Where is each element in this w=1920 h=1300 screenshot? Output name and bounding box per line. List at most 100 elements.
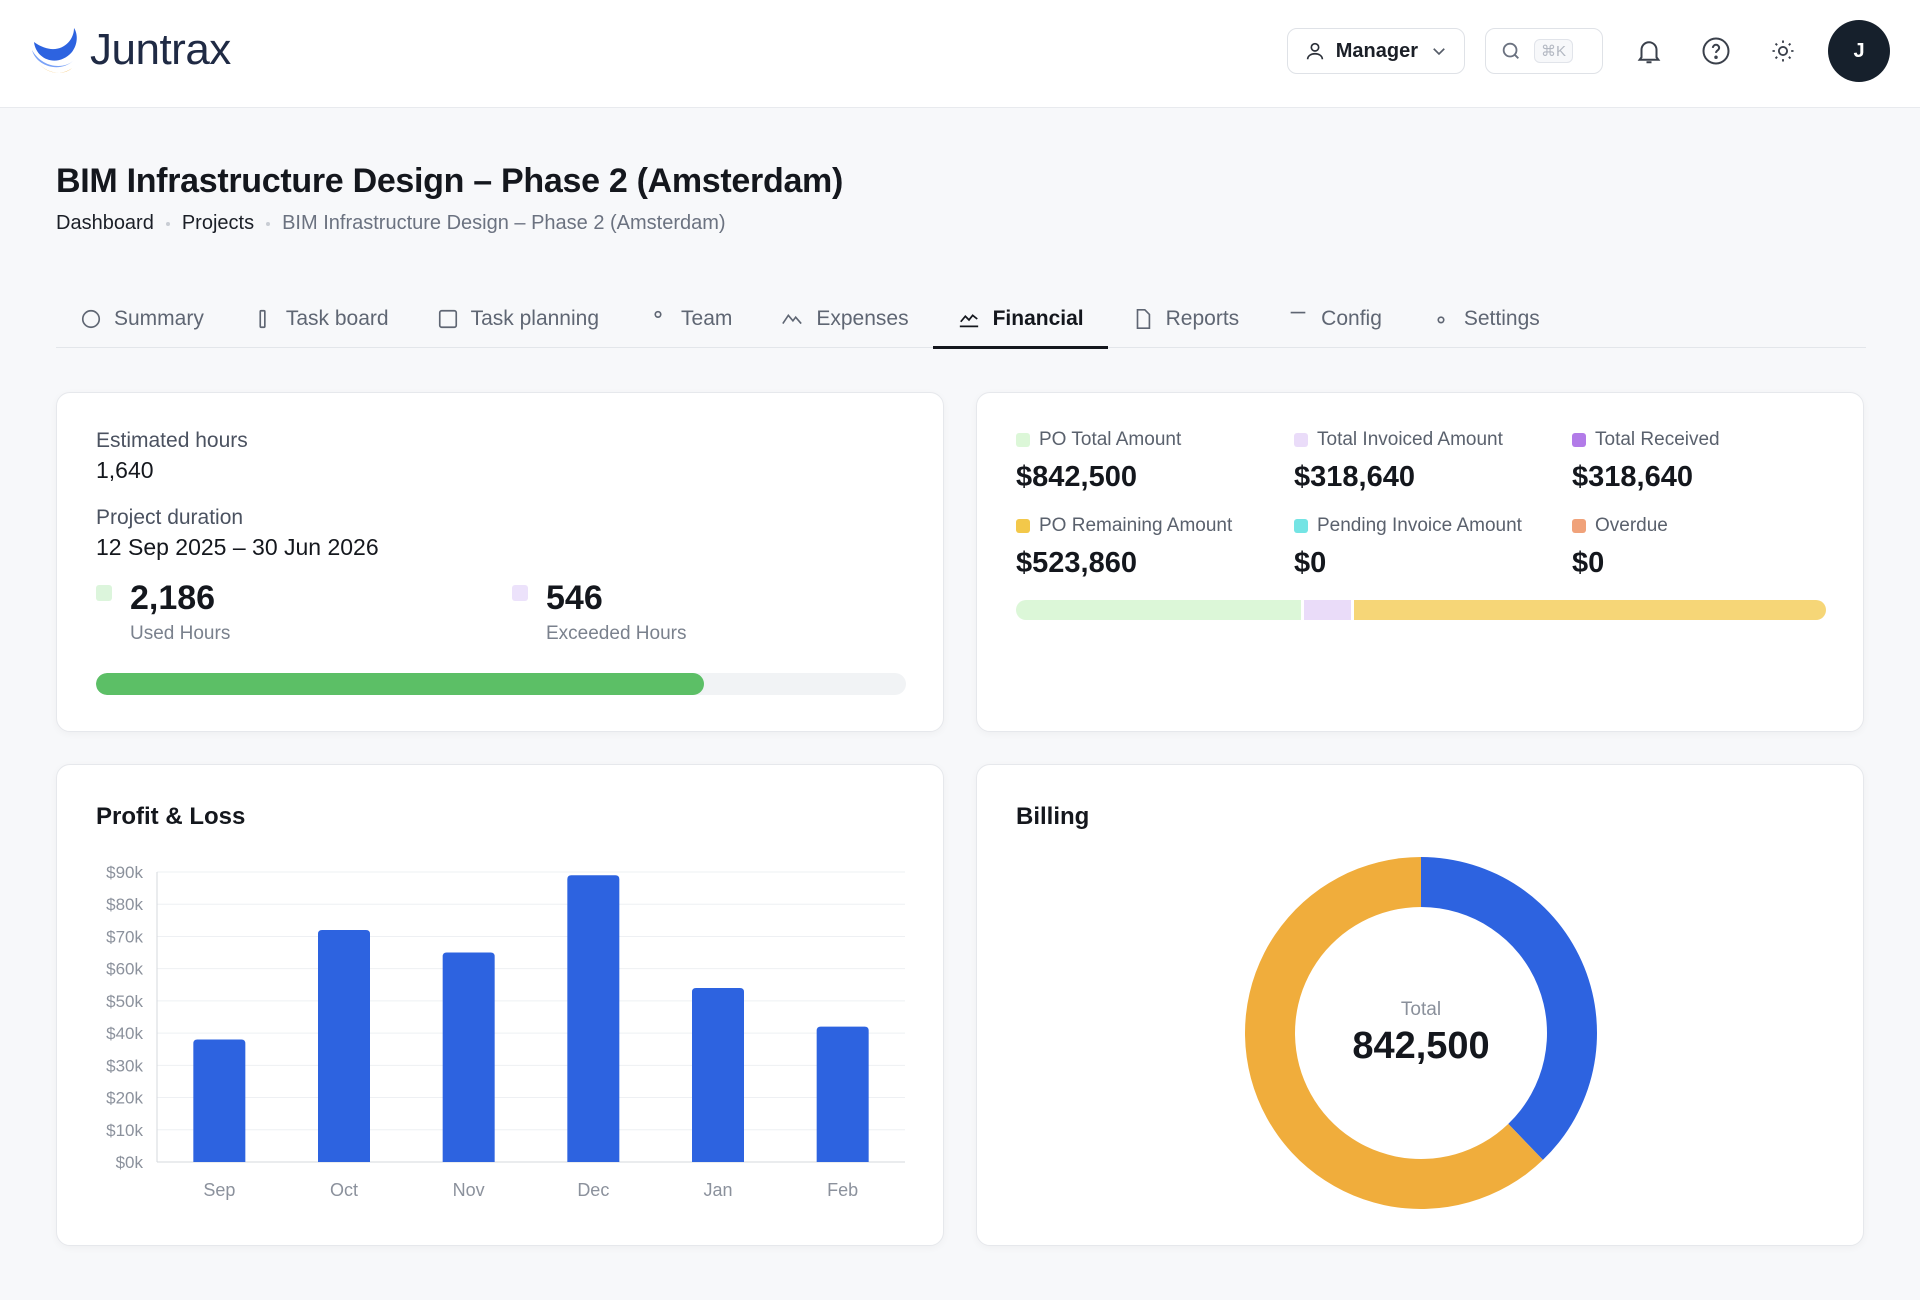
role-label: Manager — [1335, 39, 1418, 62]
breadcrumb: Dashboard Projects BIM Infrastructure De… — [56, 212, 726, 235]
y-tick-label: $40k — [106, 1024, 143, 1043]
user-icon — [1306, 42, 1323, 60]
po-stat-item: Overdue $0 — [1572, 515, 1668, 580]
y-tick-label: $80k — [106, 895, 143, 914]
po-stat-label: Total Received — [1572, 429, 1720, 451]
tab-summary[interactable]: Summary — [56, 290, 228, 348]
y-tick-label: $30k — [106, 1056, 143, 1075]
hours-progress-fill — [96, 673, 704, 695]
used-hours-swatch — [96, 585, 112, 601]
x-tick-label: Dec — [577, 1180, 609, 1200]
po-stat-item: Total Received $318,640 — [1572, 429, 1720, 494]
po-stat-amount: $318,640 — [1572, 461, 1693, 493]
po-stat-label: PO Total Amount — [1016, 429, 1181, 451]
po-stat-item: PO Total Amount $842,500 — [1016, 429, 1181, 494]
tab-label: Financial — [992, 307, 1084, 330]
po-stat-label-text: PO Remaining Amount — [1039, 515, 1233, 536]
brand-name: Juntrax — [90, 25, 231, 74]
bar-jan[interactable] — [692, 988, 744, 1162]
bar-oct[interactable] — [318, 930, 370, 1162]
help-button[interactable] — [1694, 29, 1738, 73]
bar-sep[interactable] — [193, 1039, 246, 1162]
breadcrumb-dashboard[interactable]: Dashboard — [56, 212, 154, 234]
po-stat-label-text: PO Total Amount — [1039, 429, 1182, 450]
used-hours-label: Used Hours — [130, 623, 231, 644]
dot-icon — [1437, 316, 1445, 324]
legend-swatch — [1294, 519, 1308, 533]
po-stacked-bar — [1016, 600, 1826, 620]
y-tick-label: $50k — [106, 992, 143, 1011]
tab-financial[interactable]: Financial — [932, 290, 1108, 349]
project-duration-label: Project duration — [96, 506, 244, 529]
breadcrumb-current: BIM Infrastructure Design – Phase 2 (Ams… — [282, 212, 726, 234]
page-title: BIM Infrastructure Design – Phase 2 (Ams… — [56, 162, 844, 200]
chart-line-icon — [959, 314, 978, 328]
po-stat-label-text: Pending Invoice Amount — [1317, 515, 1522, 536]
tab-label: Expenses — [816, 307, 909, 330]
x-tick-label: Sep — [203, 1180, 235, 1200]
y-tick-label: $60k — [106, 960, 143, 979]
donut-slice-2[interactable] — [1245, 857, 1543, 1209]
logo[interactable]: Juntrax — [28, 22, 231, 78]
tab-team[interactable]: Team — [623, 290, 756, 348]
y-tick-label: $90k — [106, 863, 143, 882]
po-bar-segment — [1304, 600, 1352, 620]
po-stat-label-text: Total Invoiced Amount — [1317, 429, 1503, 450]
tab-label: Reports — [1165, 307, 1240, 330]
search-button[interactable]: ⌘K — [1485, 28, 1603, 74]
help-icon — [1702, 37, 1730, 65]
tab-task-planning[interactable]: Task planning — [413, 290, 623, 348]
tab-expenses[interactable]: Expenses — [756, 290, 932, 348]
top-bar: Juntrax Manager ⌘K J — [0, 0, 1920, 108]
bar-icon — [259, 309, 266, 329]
donut-total-value: 842,500 — [1352, 1025, 1490, 1067]
x-tick-label: Nov — [453, 1180, 485, 1200]
donut-slice-1[interactable] — [1421, 857, 1597, 1160]
tab-config[interactable]: Config — [1263, 290, 1406, 348]
billing-donut-chart — [1245, 857, 1597, 1209]
trend-icon — [782, 313, 803, 325]
po-bar-segment — [1016, 600, 1302, 620]
square-icon — [438, 309, 457, 329]
po-stat-item: PO Remaining Amount $523,860 — [1016, 515, 1232, 580]
billing-card: Billing Total 842,500 — [976, 764, 1864, 1246]
project-duration-value: 12 Sep 2025 – 30 Jun 2026 — [96, 534, 379, 560]
notifications-button[interactable] — [1627, 29, 1671, 73]
juntrax-logo-icon — [32, 28, 77, 73]
tab-label: Task planning — [470, 307, 600, 330]
role-selector[interactable]: Manager — [1286, 28, 1465, 74]
chevron-down-icon — [1433, 48, 1445, 56]
bell-icon — [1637, 41, 1661, 64]
legend-swatch — [1572, 433, 1586, 447]
theme-toggle[interactable] — [1761, 29, 1805, 73]
document-icon — [1136, 309, 1150, 329]
x-tick-label: Jan — [703, 1180, 732, 1200]
profit-loss-chart: $0k $10k $20k $30k $40k $50k $60k $70k $80k $90k S… — [106, 863, 905, 1200]
estimated-hours-label: Estimated hours — [96, 429, 248, 452]
exceeded-hours-label: Exceeded Hours — [546, 623, 687, 644]
legend-swatch — [1016, 519, 1030, 533]
bar-dec[interactable] — [567, 875, 620, 1162]
dot-icon — [654, 310, 662, 318]
bar-feb[interactable] — [816, 1026, 869, 1162]
tab-label: Team — [681, 307, 733, 330]
bar-nov[interactable] — [442, 952, 495, 1162]
tab-label: Task board — [285, 307, 389, 330]
shortcut-hint: ⌘K — [1534, 39, 1574, 63]
x-tick-label: Feb — [827, 1180, 858, 1200]
breadcrumb-projects[interactable]: Projects — [181, 212, 255, 234]
po-stat-amount: $523,860 — [1016, 547, 1137, 579]
y-tick-label: $70k — [106, 927, 143, 946]
profit-loss-card: Profit & Loss $0k $10k $20k $30k $40k $50k $60… — [56, 764, 944, 1246]
tab-reports[interactable]: Reports — [1108, 290, 1264, 348]
project-duration: Project duration 12 Sep 2025 – 30 Jun 20… — [96, 506, 379, 561]
hours-progress-track — [96, 673, 906, 695]
avatar[interactable]: J — [1828, 20, 1890, 82]
y-tick-label: $0k — [116, 1153, 144, 1172]
tab-task-board[interactable]: Task board — [228, 290, 413, 348]
tab-settings[interactable]: Settings — [1406, 290, 1564, 348]
po-stat-item: Total Invoiced Amount $318,640 — [1294, 429, 1503, 494]
sun-icon — [1772, 40, 1794, 62]
exceeded-hours-value: 546 — [546, 579, 603, 617]
hours-card: Estimated hours 1,640 Project duration 1… — [56, 392, 944, 732]
